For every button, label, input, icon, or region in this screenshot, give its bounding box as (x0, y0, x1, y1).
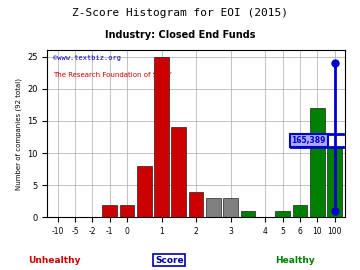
Text: Z-Score Histogram for EOI (2015): Z-Score Histogram for EOI (2015) (72, 8, 288, 18)
Text: The Research Foundation of SUNY: The Research Foundation of SUNY (53, 72, 172, 78)
Text: Unhealthy: Unhealthy (28, 256, 80, 265)
Bar (120, 204, 134, 217)
Bar (224, 198, 238, 217)
Bar (137, 166, 152, 217)
Bar (102, 204, 117, 217)
Text: ©www.textbiz.org: ©www.textbiz.org (53, 55, 121, 61)
Text: 165,389: 165,389 (292, 136, 326, 145)
Bar (275, 211, 290, 217)
Bar (206, 198, 221, 217)
Y-axis label: Number of companies (92 total): Number of companies (92 total) (15, 78, 22, 190)
Text: Score: Score (155, 256, 184, 265)
Text: Industry: Closed End Funds: Industry: Closed End Funds (105, 30, 255, 40)
Text: Healthy: Healthy (275, 256, 315, 265)
Bar (171, 127, 186, 217)
Bar (241, 211, 256, 217)
Bar (154, 56, 169, 217)
Bar (293, 204, 307, 217)
Bar (189, 192, 203, 217)
Bar (310, 108, 325, 217)
Bar (327, 147, 342, 217)
